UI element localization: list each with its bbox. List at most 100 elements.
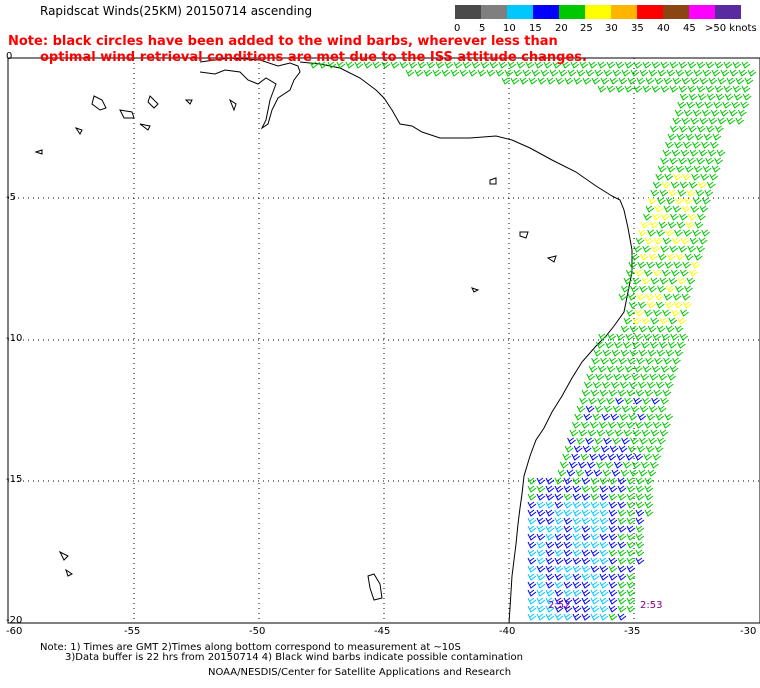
wind-barb bbox=[590, 589, 600, 597]
wind-barb bbox=[713, 101, 723, 109]
wind-barb bbox=[670, 181, 680, 189]
wind-barb bbox=[572, 525, 582, 533]
wind-barb bbox=[613, 341, 623, 349]
wind-barb bbox=[704, 101, 714, 109]
wind-barb bbox=[617, 597, 627, 605]
wind-barb bbox=[595, 341, 605, 349]
wind-barb bbox=[640, 341, 650, 349]
wind-barb bbox=[576, 405, 586, 413]
wind-barb bbox=[543, 61, 553, 69]
wind-barb bbox=[672, 77, 682, 85]
wind-barb bbox=[626, 533, 636, 541]
wind-barb bbox=[577, 461, 587, 469]
wind-barb bbox=[587, 429, 597, 437]
wind-barb bbox=[581, 533, 591, 541]
wind-barb bbox=[563, 573, 573, 581]
wind-barb bbox=[629, 325, 639, 333]
wind-barb bbox=[645, 205, 655, 213]
wind-barb bbox=[554, 557, 564, 565]
wind-barb bbox=[714, 85, 724, 93]
wind-barb bbox=[652, 333, 662, 341]
wind-barb bbox=[554, 613, 564, 621]
wind-barb bbox=[654, 205, 664, 213]
wind-barb bbox=[608, 605, 618, 613]
wind-barb bbox=[656, 197, 666, 205]
wind-barb bbox=[695, 101, 705, 109]
wind-barb bbox=[623, 429, 633, 437]
wind-barb bbox=[595, 373, 605, 381]
wind-barb bbox=[685, 221, 695, 229]
wind-barb bbox=[624, 61, 634, 69]
wind-barb bbox=[627, 357, 636, 365]
wind-barb bbox=[623, 317, 633, 325]
wind-barb bbox=[660, 85, 670, 93]
wind-barb bbox=[740, 101, 750, 109]
wind-barb bbox=[545, 517, 555, 525]
legend-label: 10 bbox=[503, 23, 516, 34]
wind-barb bbox=[569, 429, 579, 437]
wind-barb bbox=[635, 477, 645, 485]
wind-barb bbox=[659, 429, 669, 437]
wind-barb bbox=[552, 61, 562, 69]
wind-barb bbox=[660, 365, 670, 373]
wind-barb bbox=[630, 285, 639, 293]
wind-barb bbox=[642, 245, 652, 253]
wind-barb bbox=[690, 117, 700, 125]
wind-barb bbox=[672, 357, 681, 365]
wind-barb bbox=[633, 365, 643, 373]
wind-barb bbox=[619, 381, 629, 389]
wind-barb bbox=[603, 69, 613, 77]
wind-barb bbox=[599, 549, 609, 557]
wind-barb bbox=[536, 501, 546, 509]
wind-barb bbox=[643, 213, 652, 221]
wind-barb bbox=[527, 477, 537, 485]
wind-barb bbox=[647, 229, 656, 237]
wind-barb bbox=[600, 445, 610, 453]
wind-barb bbox=[354, 61, 364, 69]
lat-label: 0 bbox=[6, 51, 13, 62]
wind-barb bbox=[643, 453, 653, 461]
wind-barb bbox=[628, 301, 638, 309]
wind-barb bbox=[708, 117, 718, 125]
wind-barb bbox=[606, 397, 615, 405]
legend-label: 0 bbox=[454, 23, 461, 34]
wind-barb bbox=[590, 525, 600, 533]
wind-barb bbox=[661, 269, 671, 277]
wind-barb bbox=[599, 501, 609, 509]
wind-barb bbox=[545, 493, 555, 501]
wind-barb bbox=[747, 69, 757, 77]
wind-barb bbox=[617, 549, 627, 557]
wind-barb bbox=[662, 149, 672, 157]
wind-barb bbox=[679, 93, 689, 101]
wind-barb bbox=[626, 541, 636, 549]
wind-barb bbox=[697, 213, 706, 221]
wind-barb bbox=[681, 117, 691, 125]
wind-barb bbox=[615, 397, 624, 405]
wind-barb bbox=[617, 613, 627, 621]
wind-barb bbox=[581, 573, 591, 581]
wind-barb bbox=[610, 381, 620, 389]
wind-barb bbox=[635, 517, 645, 525]
wind-barb bbox=[498, 61, 508, 69]
wind-barb bbox=[662, 389, 672, 397]
wind-barb bbox=[643, 333, 653, 341]
wind-barb bbox=[581, 597, 591, 605]
wind-barb bbox=[617, 501, 627, 509]
wind-barb bbox=[665, 197, 675, 205]
wind-barb bbox=[671, 309, 680, 317]
wind-barb bbox=[545, 509, 555, 517]
wind-barb bbox=[720, 69, 730, 77]
wind-barb bbox=[414, 69, 424, 77]
wind-barb bbox=[605, 429, 615, 437]
wind-barb bbox=[545, 477, 555, 485]
wind-barb bbox=[681, 77, 691, 85]
wind-barb bbox=[568, 461, 578, 469]
wind-barb bbox=[525, 61, 535, 69]
wind-barb bbox=[453, 61, 463, 69]
wind-barb bbox=[563, 613, 573, 621]
wind-barb bbox=[611, 349, 621, 357]
wind-barb bbox=[682, 301, 692, 309]
wind-barb bbox=[696, 157, 705, 165]
wind-barb bbox=[563, 485, 573, 493]
wind-barb bbox=[572, 517, 582, 525]
